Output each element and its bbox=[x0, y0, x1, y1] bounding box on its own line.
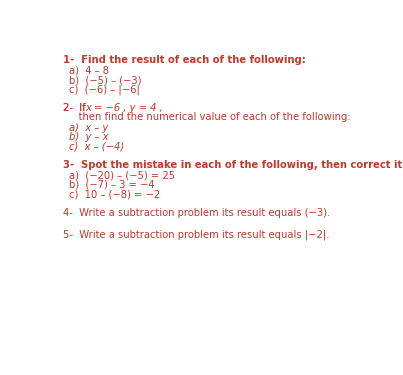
Text: c)  10 – (−8) = −2: c) 10 – (−8) = −2 bbox=[69, 189, 160, 199]
Text: x = −6 , y = 4 ,: x = −6 , y = 4 , bbox=[86, 103, 164, 113]
Text: a)  4 – 8: a) 4 – 8 bbox=[69, 66, 109, 76]
Text: b)  y – x: b) y – x bbox=[69, 132, 109, 142]
Text: 3-  Spot the mistake in each of the following, then correct it:: 3- Spot the mistake in each of the follo… bbox=[63, 160, 403, 170]
Text: then find the numerical value of each of the following:: then find the numerical value of each of… bbox=[63, 112, 351, 122]
Text: c)  x – (−4): c) x – (−4) bbox=[69, 141, 125, 152]
Text: 5-  Write a subtraction problem its result equals |−2|.: 5- Write a subtraction problem its resul… bbox=[63, 230, 329, 240]
Text: b)  (−7) – 3 = −4: b) (−7) – 3 = −4 bbox=[69, 180, 155, 190]
Text: 2-  If: 2- If bbox=[63, 103, 89, 113]
Text: a)  (−20) – (−5) = 25: a) (−20) – (−5) = 25 bbox=[69, 171, 175, 181]
Text: b)  (−5) – (−3): b) (−5) – (−3) bbox=[69, 75, 141, 85]
Text: 4-  Write a subtraction problem its result equals (−3).: 4- Write a subtraction problem its resul… bbox=[63, 208, 330, 218]
Text: 2-  If: 2- If bbox=[63, 103, 89, 113]
Text: c)  (−6) – |−6|: c) (−6) – |−6| bbox=[69, 84, 140, 95]
Text: 1-  Find the result of each of the following:: 1- Find the result of each of the follow… bbox=[63, 55, 306, 65]
Text: a)  x – y: a) x – y bbox=[69, 123, 108, 133]
